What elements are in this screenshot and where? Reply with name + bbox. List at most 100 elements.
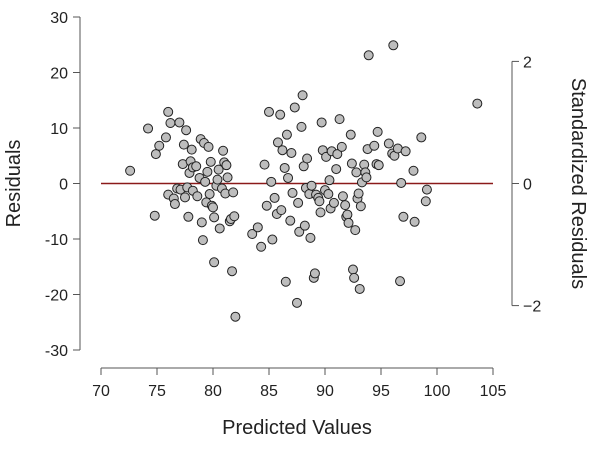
data-point [345, 129, 356, 140]
data-point [203, 141, 214, 152]
data-point [150, 149, 161, 160]
data-point [200, 176, 211, 187]
data-point [285, 215, 296, 226]
data-point [125, 165, 136, 176]
x-tick-label: 90 [316, 383, 334, 400]
data-point [252, 222, 263, 233]
data-point [261, 200, 272, 211]
data-point [316, 117, 327, 128]
data-point [276, 205, 287, 216]
x-tick-label: 95 [372, 383, 390, 400]
y2-tick-label: 2 [523, 54, 532, 71]
data-point [205, 156, 216, 167]
data-point [420, 196, 431, 207]
data-point [197, 235, 208, 246]
data-point [213, 164, 224, 175]
x-tick-label: 80 [204, 383, 222, 400]
y2-axis-title: Standardized Residuals [567, 78, 589, 289]
y-axis-title: Residuals [3, 140, 25, 228]
data-point [421, 184, 432, 195]
x-tick-label: 75 [148, 383, 166, 400]
labels-group: Predicted Values Residuals Standardized … [3, 78, 589, 439]
data-point [336, 141, 347, 152]
data-point [349, 272, 360, 283]
data-point [353, 188, 364, 199]
x-tick-label: 105 [480, 383, 507, 400]
data-point [328, 197, 339, 208]
x-tick-label: 85 [260, 383, 278, 400]
y2-tick-label: −2 [523, 299, 541, 316]
data-point [302, 153, 313, 164]
data-point [294, 226, 305, 237]
data-point [227, 266, 238, 277]
data-point [186, 144, 197, 155]
data-point [306, 180, 317, 191]
data-point [208, 202, 218, 213]
data-point [398, 211, 409, 222]
data-point [343, 217, 354, 228]
data-point [204, 189, 215, 200]
points-group [125, 40, 483, 322]
data-point [373, 160, 384, 171]
data-point [348, 264, 358, 275]
data-point [286, 147, 297, 158]
data-point [275, 109, 286, 120]
data-point [293, 197, 304, 208]
data-point [383, 138, 394, 149]
data-point [229, 211, 240, 222]
data-point [202, 166, 213, 177]
data-point [281, 129, 292, 140]
data-point [351, 167, 362, 178]
y-tick-label: -20 [45, 288, 68, 305]
data-point [209, 257, 220, 268]
data-point [323, 189, 334, 200]
data-point [309, 268, 320, 279]
data-point [369, 140, 380, 151]
data-point [409, 216, 420, 227]
data-point [165, 118, 176, 129]
data-point [209, 212, 220, 223]
y-tick-label: 30 [50, 10, 68, 27]
data-point [178, 139, 189, 150]
data-point [355, 201, 366, 212]
data-point [472, 98, 483, 109]
data-point [183, 211, 194, 222]
data-point [149, 210, 160, 221]
data-point [299, 220, 310, 231]
data-point [160, 132, 171, 143]
data-point [214, 223, 225, 234]
data-point [280, 276, 291, 287]
y-tick-label: -30 [45, 343, 68, 360]
data-point [221, 160, 232, 171]
data-point [256, 241, 267, 252]
data-point [315, 207, 326, 218]
data-point [196, 217, 207, 228]
data-point [269, 192, 280, 203]
data-point [180, 192, 190, 203]
data-point [363, 50, 374, 61]
data-point [169, 199, 180, 210]
data-point [283, 172, 294, 183]
data-point [305, 232, 316, 243]
data-point [230, 311, 241, 322]
data-point [297, 90, 308, 101]
data-point [372, 126, 383, 137]
data-point [314, 196, 325, 207]
data-point [228, 187, 239, 198]
data-point [218, 145, 229, 156]
data-point [287, 187, 298, 198]
data-point [181, 125, 192, 136]
data-point [272, 137, 283, 148]
data-point [259, 159, 270, 170]
data-point [277, 145, 288, 156]
x-tick-label: 70 [92, 383, 110, 400]
data-point [416, 132, 427, 143]
data-point [337, 191, 348, 202]
y-tick-label: 10 [50, 121, 68, 138]
data-point [191, 161, 202, 172]
data-point [289, 102, 300, 113]
data-point [332, 149, 343, 160]
data-point [350, 225, 361, 236]
